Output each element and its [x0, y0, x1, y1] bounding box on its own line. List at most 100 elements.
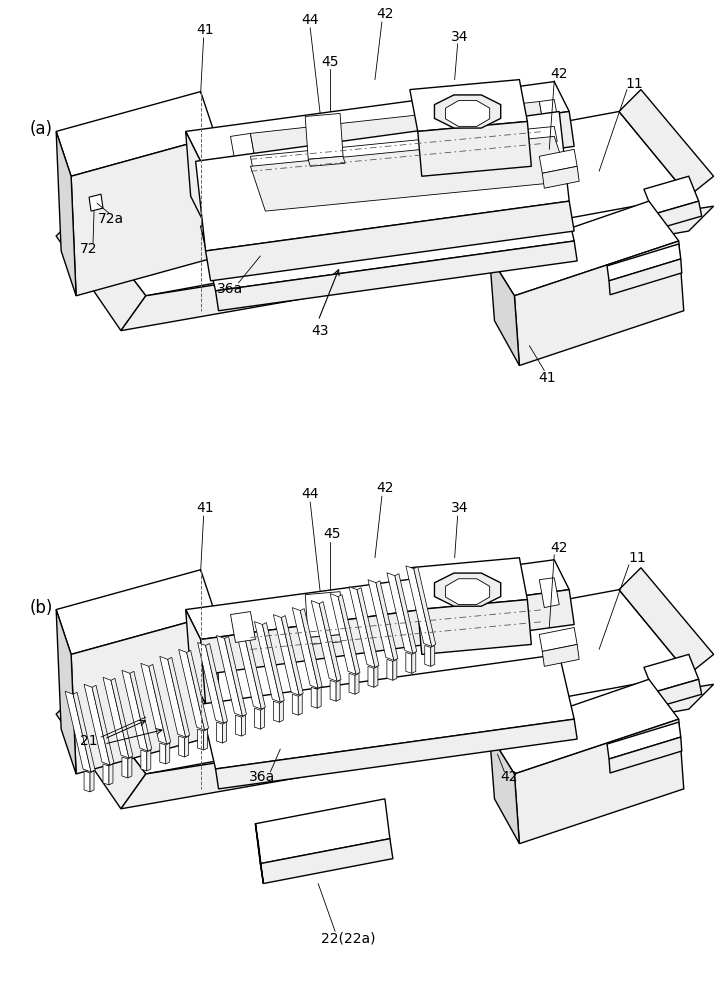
Polygon shape — [349, 587, 375, 667]
Polygon shape — [376, 581, 398, 660]
Polygon shape — [336, 680, 340, 701]
Text: 45: 45 — [323, 527, 341, 541]
Text: 41: 41 — [197, 23, 215, 37]
Polygon shape — [205, 643, 228, 723]
Polygon shape — [56, 689, 146, 809]
Polygon shape — [92, 685, 114, 765]
Polygon shape — [260, 839, 393, 884]
Polygon shape — [205, 201, 574, 281]
Polygon shape — [489, 256, 519, 366]
Polygon shape — [609, 259, 682, 295]
Polygon shape — [200, 654, 574, 769]
Polygon shape — [349, 673, 355, 694]
Polygon shape — [406, 566, 432, 646]
Polygon shape — [607, 244, 681, 281]
Polygon shape — [330, 680, 336, 701]
Polygon shape — [414, 567, 436, 646]
Polygon shape — [200, 111, 574, 196]
Polygon shape — [128, 757, 132, 778]
Polygon shape — [103, 764, 109, 785]
Polygon shape — [273, 615, 299, 695]
Text: 43: 43 — [312, 324, 329, 338]
Polygon shape — [141, 750, 147, 771]
Polygon shape — [305, 592, 343, 637]
Polygon shape — [56, 131, 76, 296]
Polygon shape — [187, 650, 209, 730]
Text: 45: 45 — [321, 55, 339, 69]
Polygon shape — [338, 595, 360, 674]
Polygon shape — [644, 176, 698, 214]
Polygon shape — [308, 634, 345, 644]
Polygon shape — [196, 111, 569, 251]
Polygon shape — [539, 628, 577, 651]
Polygon shape — [250, 102, 544, 161]
Polygon shape — [84, 684, 110, 765]
Polygon shape — [262, 623, 284, 702]
Polygon shape — [160, 743, 166, 764]
Polygon shape — [255, 799, 390, 864]
Polygon shape — [279, 701, 283, 722]
Polygon shape — [654, 201, 702, 229]
Polygon shape — [215, 719, 577, 789]
Polygon shape — [121, 684, 714, 809]
Polygon shape — [311, 687, 317, 708]
Polygon shape — [186, 131, 205, 226]
Polygon shape — [186, 560, 569, 639]
Polygon shape — [179, 736, 184, 757]
Polygon shape — [393, 659, 397, 680]
Text: 44: 44 — [301, 13, 319, 27]
Polygon shape — [418, 121, 531, 176]
Text: 36a: 36a — [218, 282, 244, 296]
Polygon shape — [410, 80, 527, 131]
Polygon shape — [319, 602, 341, 681]
Polygon shape — [406, 652, 412, 673]
Polygon shape — [121, 206, 714, 331]
Polygon shape — [122, 670, 147, 751]
Polygon shape — [236, 629, 262, 709]
Polygon shape — [300, 609, 322, 688]
Text: 42: 42 — [550, 67, 568, 81]
Polygon shape — [410, 558, 527, 610]
Text: 11: 11 — [628, 551, 646, 565]
Polygon shape — [311, 601, 337, 681]
Polygon shape — [374, 666, 378, 687]
Text: 21: 21 — [80, 734, 98, 748]
Polygon shape — [244, 630, 265, 709]
Polygon shape — [424, 645, 431, 666]
Polygon shape — [204, 729, 208, 750]
Polygon shape — [81, 111, 689, 296]
Polygon shape — [241, 715, 245, 736]
Polygon shape — [215, 241, 577, 311]
Polygon shape — [200, 590, 574, 674]
Polygon shape — [103, 677, 129, 758]
Polygon shape — [81, 590, 689, 774]
Polygon shape — [412, 652, 416, 673]
Polygon shape — [200, 176, 574, 291]
Polygon shape — [539, 149, 577, 173]
Polygon shape — [186, 82, 569, 161]
Polygon shape — [184, 736, 189, 757]
Text: 11: 11 — [625, 77, 643, 91]
Text: 72a: 72a — [98, 212, 124, 226]
Polygon shape — [317, 687, 321, 708]
Polygon shape — [56, 211, 146, 331]
Polygon shape — [539, 578, 559, 608]
Text: 41: 41 — [197, 501, 215, 515]
Polygon shape — [542, 644, 579, 666]
Polygon shape — [489, 201, 679, 296]
Polygon shape — [292, 608, 318, 688]
Polygon shape — [644, 654, 698, 692]
Polygon shape — [292, 694, 299, 715]
Polygon shape — [109, 764, 113, 785]
Text: 22(22a): 22(22a) — [321, 931, 375, 945]
Polygon shape — [223, 722, 226, 743]
Polygon shape — [236, 715, 241, 736]
Text: 42: 42 — [376, 481, 393, 495]
Polygon shape — [231, 133, 255, 164]
Polygon shape — [607, 722, 681, 759]
Polygon shape — [514, 241, 684, 366]
Polygon shape — [141, 663, 167, 744]
Polygon shape — [435, 573, 501, 606]
Polygon shape — [197, 729, 204, 750]
Polygon shape — [250, 136, 569, 211]
